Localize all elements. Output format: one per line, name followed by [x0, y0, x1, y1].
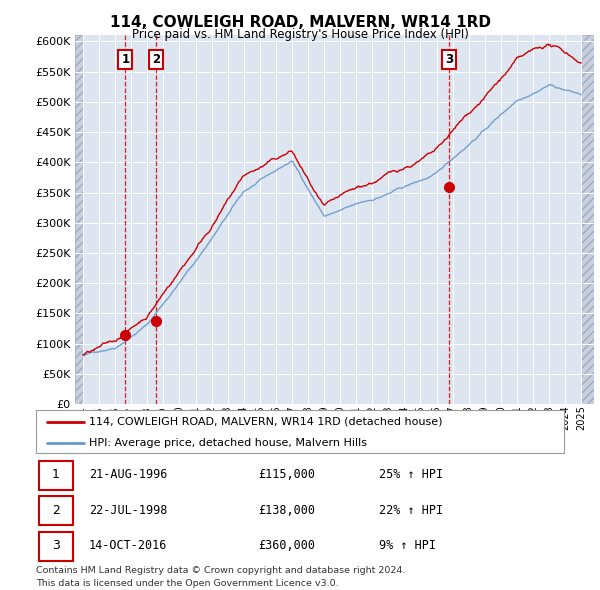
Text: Contains HM Land Registry data © Crown copyright and database right 2024.: Contains HM Land Registry data © Crown c… — [36, 566, 406, 575]
Text: 25% ↑ HPI: 25% ↑ HPI — [379, 468, 443, 481]
Text: £138,000: £138,000 — [258, 504, 315, 517]
Text: 1: 1 — [121, 53, 130, 66]
Text: 114, COWLEIGH ROAD, MALVERN, WR14 1RD: 114, COWLEIGH ROAD, MALVERN, WR14 1RD — [110, 15, 491, 30]
Bar — [38, 461, 73, 490]
Bar — [38, 496, 73, 525]
Text: Price paid vs. HM Land Registry's House Price Index (HPI): Price paid vs. HM Land Registry's House … — [131, 28, 469, 41]
Text: 2: 2 — [52, 504, 60, 517]
Text: 3: 3 — [445, 53, 453, 66]
Text: 14-OCT-2016: 14-OCT-2016 — [89, 539, 167, 552]
Text: HPI: Average price, detached house, Malvern Hills: HPI: Average price, detached house, Malv… — [89, 438, 367, 448]
Text: 3: 3 — [52, 539, 60, 552]
Text: 22-JUL-1998: 22-JUL-1998 — [89, 504, 167, 517]
Text: 21-AUG-1996: 21-AUG-1996 — [89, 468, 167, 481]
Text: 9% ↑ HPI: 9% ↑ HPI — [379, 539, 436, 552]
Text: 1: 1 — [52, 468, 60, 481]
Text: This data is licensed under the Open Government Licence v3.0.: This data is licensed under the Open Gov… — [36, 579, 338, 588]
Bar — [38, 532, 73, 560]
Text: 22% ↑ HPI: 22% ↑ HPI — [379, 504, 443, 517]
Text: £360,000: £360,000 — [258, 539, 315, 552]
Text: 114, COWLEIGH ROAD, MALVERN, WR14 1RD (detached house): 114, COWLEIGH ROAD, MALVERN, WR14 1RD (d… — [89, 417, 442, 427]
Text: £115,000: £115,000 — [258, 468, 315, 481]
Text: 2: 2 — [152, 53, 160, 66]
